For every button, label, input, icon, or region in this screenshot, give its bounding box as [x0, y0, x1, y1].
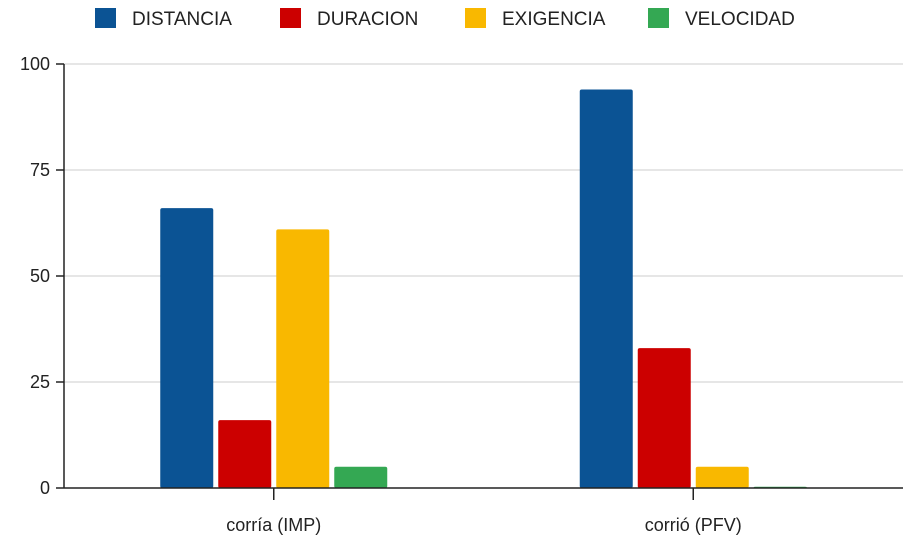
y-tick-label: 0	[40, 478, 50, 498]
bars	[160, 89, 807, 489]
y-tick-label: 25	[30, 372, 50, 392]
legend-swatch-velocidad	[648, 8, 669, 28]
bar-duracion-1	[218, 420, 272, 488]
bar-velocidad-1	[334, 466, 388, 488]
legend-swatch-duracion	[280, 8, 301, 28]
y-tick-label: 75	[30, 160, 50, 180]
bar-distancia-2	[579, 89, 633, 488]
bar-exigencia-1	[276, 229, 330, 489]
legend: DISTANCIA DURACION EXIGENCIA VELOCIDAD	[95, 8, 795, 30]
bar-distancia-1	[160, 208, 214, 488]
legend-label-exigencia: EXIGENCIA	[502, 9, 606, 30]
legend-swatch-distancia	[95, 8, 116, 28]
legend-label-duracion: DURACION	[317, 9, 418, 30]
y-tick-label: 100	[20, 54, 50, 74]
x-category-label: corría (IMP)	[226, 515, 321, 535]
y-tick-label: 50	[30, 266, 50, 286]
legend-label-velocidad: VELOCIDAD	[685, 9, 795, 30]
bar-exigencia-2	[695, 466, 749, 488]
legend-swatch-exigencia	[465, 8, 486, 28]
x-category-label: corrió (PFV)	[645, 515, 742, 535]
legend-label-distancia: DISTANCIA	[132, 9, 232, 30]
bar-duracion-2	[637, 348, 691, 488]
axes: 0 25 50 75 100 corría (IMP) corrió (PFV)	[20, 54, 903, 535]
